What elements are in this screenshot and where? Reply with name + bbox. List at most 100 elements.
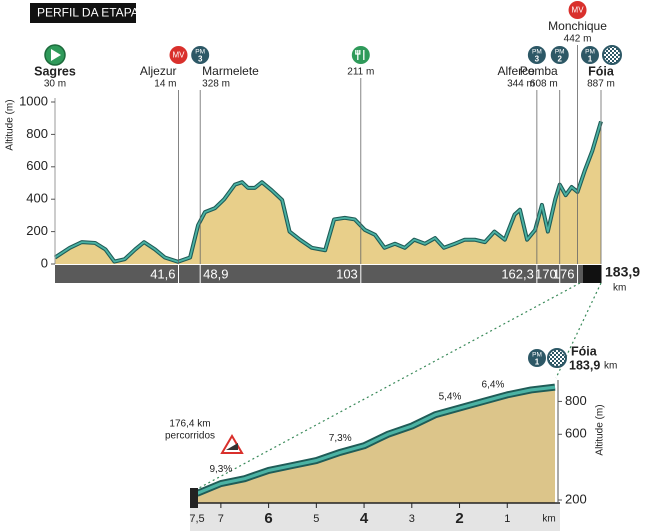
x-axis-bar bbox=[190, 503, 560, 531]
badge: PM1 bbox=[528, 349, 546, 367]
finish-icon bbox=[547, 348, 567, 368]
zoom-connector bbox=[198, 282, 581, 489]
x-tick-label: 170 bbox=[535, 266, 557, 281]
marker-name: Marmelete bbox=[202, 64, 259, 78]
y-tick-label: 400 bbox=[26, 191, 48, 206]
badge-circle bbox=[528, 349, 546, 367]
marker-elevation: 328 m bbox=[202, 79, 230, 90]
finish-name: Fóia bbox=[571, 344, 598, 358]
marker bbox=[351, 46, 370, 64]
warning-icon bbox=[220, 434, 244, 454]
profile-highlight bbox=[54, 121, 602, 263]
badge-text: PM bbox=[585, 49, 595, 56]
x-tick-label: 41,6 bbox=[150, 266, 175, 281]
y-tick-label: 800 bbox=[26, 126, 48, 141]
x-tick-label: 6 bbox=[264, 510, 272, 527]
y-axis-label: Altitude (m) bbox=[5, 99, 16, 150]
start-arrow bbox=[51, 49, 61, 61]
x-unit: km bbox=[542, 514, 555, 525]
marker-elevation: 14 m bbox=[154, 79, 176, 90]
marker: PM3 bbox=[527, 46, 546, 64]
badge bbox=[602, 45, 622, 65]
badge: PM3 bbox=[527, 46, 546, 64]
marker-name: Pomba bbox=[520, 64, 558, 78]
y-tick-label: 200 bbox=[26, 223, 48, 238]
badge: PM1 bbox=[581, 46, 599, 64]
title-box bbox=[30, 3, 136, 23]
y-tick-label: 800 bbox=[565, 393, 587, 408]
profile-highlight bbox=[196, 385, 556, 495]
badge: PM3 bbox=[191, 46, 210, 64]
marker-elevation: 211 m bbox=[347, 67, 374, 78]
badge-number: 2 bbox=[558, 55, 563, 64]
marker-name: Monchique bbox=[548, 19, 607, 33]
y-tick-label: 0 bbox=[41, 255, 48, 270]
y-tick-label: 600 bbox=[565, 426, 587, 441]
x-tick-label: 2 bbox=[455, 510, 463, 527]
finish-distance: 183,9 bbox=[569, 358, 600, 372]
note: 176,4 km bbox=[169, 419, 210, 430]
badge-circle bbox=[581, 46, 599, 64]
x-tick-label: 1 bbox=[504, 513, 510, 525]
marker-elevation: 608 m bbox=[530, 79, 558, 90]
gradient-label: 5,4% bbox=[439, 391, 462, 402]
badge bbox=[44, 44, 66, 66]
x-tick-label: 4 bbox=[360, 510, 369, 527]
y-tick-label: 200 bbox=[565, 491, 587, 506]
x-tick-label: 176 bbox=[553, 266, 575, 281]
cutlery bbox=[355, 50, 365, 60]
badge-number: 3 bbox=[535, 55, 540, 64]
x-tick-label: 183,9 bbox=[605, 264, 640, 280]
badge bbox=[547, 348, 567, 368]
badge: PM2 bbox=[550, 46, 569, 64]
badge: MV bbox=[568, 1, 587, 19]
badge-circle bbox=[568, 1, 587, 19]
marker-name: Fóia bbox=[588, 64, 615, 78]
chart-title: PERFIL DA ETAPA bbox=[37, 6, 139, 20]
x-tick-label: 162,3 bbox=[501, 266, 534, 281]
x-axis-start bbox=[190, 488, 198, 508]
marker-elevation: 344 m bbox=[507, 79, 535, 90]
x-tick-label: 7,5 bbox=[189, 513, 204, 525]
marker: PM2 bbox=[550, 46, 569, 64]
x-tick-label: 103 bbox=[336, 266, 358, 281]
x-tick-label: 3 bbox=[409, 513, 415, 525]
badge-text: PM bbox=[532, 352, 542, 359]
x-tick-label: 7 bbox=[218, 513, 224, 525]
marker-elevation: 30 m bbox=[44, 79, 66, 90]
badge-text: PM bbox=[555, 49, 565, 56]
note: percorridos bbox=[165, 431, 215, 442]
x-unit: km bbox=[613, 283, 626, 294]
marker: MV bbox=[169, 46, 188, 64]
badge-text: MV bbox=[572, 6, 585, 15]
marker: PM3 bbox=[191, 46, 210, 64]
y-tick-label: 600 bbox=[26, 158, 48, 173]
x-tick-label: 5 bbox=[313, 513, 319, 525]
marker-name: Sagres bbox=[34, 64, 76, 78]
marker: MV bbox=[568, 1, 587, 19]
food-icon bbox=[351, 46, 370, 64]
marker-name: Aljezur bbox=[140, 64, 177, 78]
x-axis-bar bbox=[55, 265, 583, 283]
gradient-label: 7,3% bbox=[329, 433, 352, 444]
gradient-label: 9,3% bbox=[209, 464, 232, 475]
marker: PM1 bbox=[581, 45, 622, 65]
badge-text: PM bbox=[532, 49, 542, 56]
finish-icon bbox=[602, 45, 622, 65]
badge bbox=[351, 46, 370, 64]
y-tick-label: 1000 bbox=[19, 93, 48, 108]
area-fill bbox=[55, 121, 601, 264]
badge: MV bbox=[169, 46, 188, 64]
badge-circle bbox=[550, 46, 569, 64]
badge-number: 3 bbox=[198, 55, 203, 64]
y-axis-label: Altitude (m) bbox=[595, 404, 606, 455]
badge-number: 1 bbox=[535, 358, 540, 367]
badge-text: PM bbox=[195, 49, 205, 56]
badge-number: 1 bbox=[588, 55, 593, 64]
badge-circle bbox=[191, 46, 210, 64]
x-axis-bar-end bbox=[583, 265, 601, 283]
badge-circle bbox=[527, 46, 546, 64]
marker-elevation: 442 m bbox=[564, 34, 592, 45]
marker bbox=[44, 44, 66, 66]
